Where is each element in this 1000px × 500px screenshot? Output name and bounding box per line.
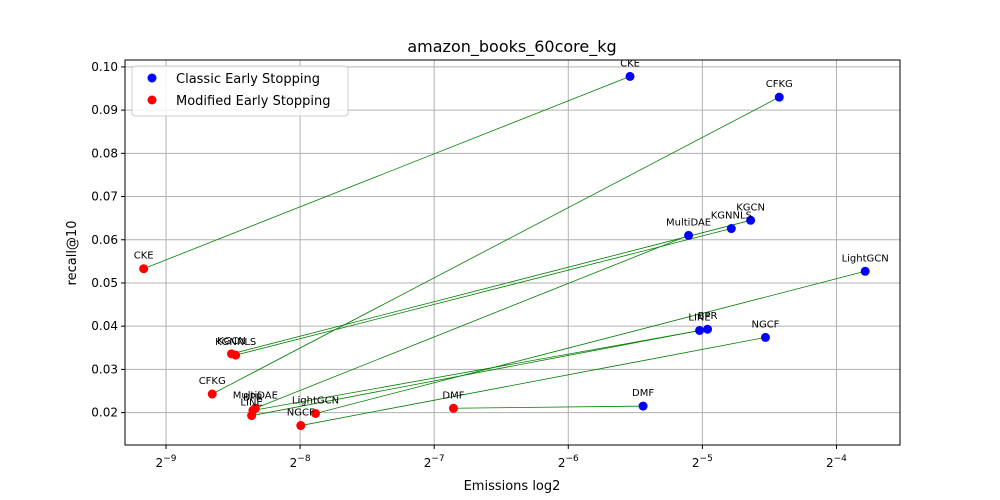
- connector-line: [235, 228, 732, 356]
- point-label: DMF: [632, 388, 654, 399]
- x-tick-label: 2−9: [156, 454, 177, 470]
- legend-marker-modified: [147, 95, 157, 105]
- legend-label-classic: Classic Early Stopping: [176, 72, 320, 87]
- x-axis-ticks: 2−9 2−8 2−7 2−6 2−5 2−4: [156, 445, 847, 470]
- y-tick-label: 0.09: [91, 103, 118, 117]
- point-label: LightGCN: [292, 395, 339, 406]
- point-label: MultiDAE: [666, 217, 711, 228]
- connector-line: [143, 76, 631, 270]
- x-tick-exponent: −6: [565, 454, 579, 464]
- x-tick-label: 2−4: [826, 454, 847, 470]
- point-label: CKE: [134, 251, 154, 262]
- point-label: KGNNLS: [215, 337, 256, 348]
- data-points: [139, 71, 870, 431]
- plot-frame: [124, 59, 901, 446]
- connector-line: [255, 235, 689, 409]
- data-point: [296, 421, 306, 431]
- data-point: [207, 389, 217, 399]
- data-point: [703, 324, 713, 334]
- point-label: KGCN: [217, 336, 246, 347]
- data-point: [860, 266, 870, 276]
- data-point: [684, 230, 694, 240]
- connector-line: [231, 219, 751, 355]
- point-label: BPR: [698, 311, 718, 322]
- data-point: [625, 71, 635, 81]
- connector-line: [315, 270, 866, 414]
- x-tick-exponent: −9: [163, 454, 177, 464]
- x-tick-exponent: −7: [431, 454, 444, 464]
- point-label: KGCN: [736, 202, 765, 213]
- point-label: LightGCN: [842, 253, 889, 264]
- point-label: DMF: [442, 390, 464, 401]
- data-point: [311, 408, 321, 418]
- y-tick-label: 0.08: [91, 146, 118, 160]
- y-tick-label: 0.03: [91, 362, 118, 376]
- data-point: [746, 215, 756, 225]
- x-tick-exponent: −8: [297, 454, 311, 464]
- x-tick-label: 2−7: [424, 454, 445, 470]
- legend-box: [131, 65, 349, 117]
- grid-lines: [125, 60, 900, 445]
- point-labels: CKECFKGKGCNKGNNLSMultiDAELightGCNLINEBPR…: [134, 58, 889, 418]
- x-tick-label: 2−5: [692, 454, 713, 470]
- x-tick-base: 2: [692, 456, 700, 470]
- x-tick-base: 2: [156, 456, 164, 470]
- x-tick-base: 2: [424, 456, 432, 470]
- x-tick-exponent: −5: [700, 454, 713, 464]
- y-axis-label: recall@10: [65, 221, 80, 286]
- connector-lines: [143, 76, 866, 426]
- x-tick-base: 2: [826, 456, 834, 470]
- point-label: MultiDAE: [233, 390, 278, 401]
- y-tick-label: 0.06: [91, 233, 118, 247]
- legend-label-modified: Modified Early Stopping: [176, 94, 330, 109]
- connector-line: [252, 328, 708, 411]
- x-tick-exponent: −4: [834, 454, 848, 464]
- data-point: [231, 350, 241, 360]
- point-label: CKE: [620, 58, 640, 69]
- x-tick-label: 2−6: [558, 454, 579, 470]
- y-tick-label: 0.07: [91, 190, 118, 204]
- x-tick-base: 2: [290, 456, 298, 470]
- data-point: [774, 92, 784, 102]
- legend: Classic Early Stopping Modified Early St…: [131, 65, 349, 117]
- point-label: CFKG: [199, 376, 226, 387]
- y-tick-label: 0.02: [91, 406, 118, 420]
- point-label: NGCF: [287, 408, 315, 419]
- data-point: [760, 332, 770, 342]
- data-point: [247, 411, 257, 421]
- chart-title: amazon_books_60core_kg: [407, 37, 616, 57]
- connector-line: [300, 337, 766, 426]
- point-label: LINE: [688, 312, 710, 323]
- y-tick-label: 0.04: [91, 319, 118, 333]
- point-label: BPR: [243, 392, 263, 403]
- data-point: [638, 401, 648, 411]
- y-tick-label: 0.05: [91, 276, 118, 290]
- y-axis-ticks: 0.02 0.03 0.04 0.05 0.06 0.07 0.08 0.09 0.10: [91, 60, 125, 420]
- x-tick-label: 2−8: [290, 454, 311, 470]
- connector-line: [453, 405, 644, 409]
- data-point: [448, 403, 458, 413]
- data-point: [695, 325, 705, 335]
- legend-marker-classic: [147, 73, 157, 83]
- x-axis-label: Emissions log2: [464, 479, 561, 494]
- point-label: CFKG: [766, 79, 793, 90]
- point-label: NGCF: [751, 319, 779, 330]
- point-label: LINE: [240, 398, 262, 409]
- data-point: [139, 264, 149, 274]
- point-label: KGNNLS: [711, 211, 752, 222]
- connector-line: [251, 330, 700, 417]
- connector-line: [212, 96, 780, 395]
- y-tick-label: 0.10: [91, 60, 118, 74]
- data-point: [726, 224, 736, 234]
- x-tick-base: 2: [558, 456, 566, 470]
